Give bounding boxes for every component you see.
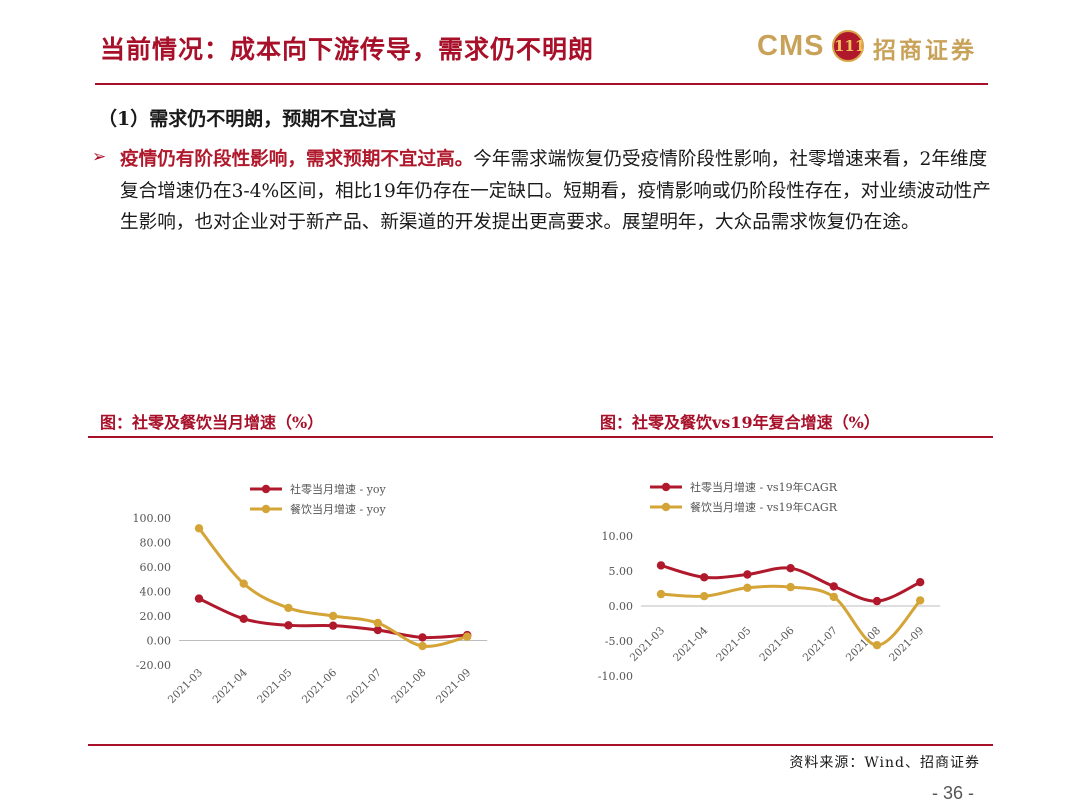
series-2-point [656,589,666,599]
page-title: 当前情况：成本向下游传导，需求仍不明朗 [100,35,595,64]
x-tick-label: 2021-07 [801,625,840,664]
series-2-point [239,579,248,588]
x-tick-label: 2021-04 [210,666,250,705]
x-tick-label: 2021-07 [345,667,384,705]
series-2-point [872,641,882,650]
series-2-point [463,632,472,641]
left-line-chart: 100.0080.0060.0040.0020.000.00-20.002021… [133,482,488,705]
y-tick-label: -5.00 [605,635,633,648]
series-2-point [916,596,925,605]
bullet-arrow-icon: ➢ [92,147,107,167]
x-tick-label: 2021-03 [628,625,667,664]
series-2-point [418,641,427,651]
legend-marker-2 [261,504,271,514]
series-2-point [328,611,338,621]
series-2-point [743,583,752,592]
series-1-point [916,578,925,587]
series-2-point [194,524,204,533]
x-tick-label: 2021-05 [714,625,753,664]
series-1-point [418,633,427,642]
source-note: 资料来源：Wind、招商证券 [789,755,980,771]
series-1-point [284,621,293,630]
y-tick-label: 100.00 [133,512,172,525]
series-1-point [829,582,838,591]
page-number: - 36 - [932,783,975,803]
bullet-paragraph: 疫情仍有阶段性影响，需求预期不宜过高。今年需求端恢复仍受疫情阶段性影响，社零增速… [120,144,1000,239]
series-2-point [373,618,382,628]
x-tick-label: 2021-08 [389,667,428,705]
y-tick-label: 0.00 [609,600,634,613]
y-tick-label: 10.00 [602,530,634,543]
series-1-point [743,570,752,579]
bullet-body: 今年需求端恢复仍受疫情阶段性影响，社零增速来看，2年维度复合增速仍在3-4%区间… [120,149,991,233]
legend-marker-2 [661,502,671,512]
x-tick-label: 2021-05 [255,667,294,705]
legend-marker-1 [261,484,271,494]
series-2-point [700,592,709,601]
legend-label-2: 餐饮当月增速 - yoy [290,502,387,516]
series-1-point [700,573,709,582]
y-tick-label: 20.00 [140,610,172,623]
x-tick-label: 2021-09 [434,667,473,705]
y-tick-label: 0.00 [147,635,172,648]
series-1-point [239,614,248,624]
logo-seal-icon: 111 [832,30,865,62]
right-figure-title: 图：社零及餐饮vs19年复合增速（%） [600,413,880,432]
series-1-point [194,594,204,603]
left-figure-title: 图：社零及餐饮当月增速（%） [100,413,324,432]
y-tick-label: 60.00 [140,561,172,574]
figure-title-rule [88,436,993,438]
y-tick-label: -20.00 [136,659,171,672]
series-1-point [786,564,795,573]
series-1-point [656,561,666,570]
legend-label-1: 社零当月增速 - yoy [290,482,387,496]
series-1-point [872,596,882,606]
x-tick-label: 2021-09 [887,625,926,664]
series-2-point [284,603,293,613]
x-tick-label: 2021-06 [757,624,797,664]
bullet-highlight: 疫情仍有阶段性影响，需求预期不宜过高。 [120,149,474,170]
legend-label-2: 餐饮当月增速 - vs19年CAGR [690,500,838,514]
series-2-point [786,582,795,592]
logo-company-name: 招商证券 [873,37,977,64]
legend-marker-1 [661,482,671,492]
y-tick-label: 80.00 [140,537,172,550]
legend-label-1: 社零当月增速 - vs19年CAGR [690,480,838,494]
x-tick-label: 2021-04 [671,624,711,664]
y-tick-label: 5.00 [609,565,634,578]
series-1-point [328,621,338,630]
y-tick-label: 40.00 [140,586,172,599]
header-rule [95,83,988,85]
series-2-point [829,592,838,602]
logo-brand: CMS [757,30,825,62]
section-subtitle: （1）需求仍不明朗，预期不宜过高 [98,108,397,130]
x-tick-label: 2021-03 [166,667,205,705]
series-1-point [373,625,382,635]
x-tick-label: 2021-06 [300,666,340,705]
footer-rule [88,744,993,746]
y-tick-label: -10.00 [598,670,633,683]
